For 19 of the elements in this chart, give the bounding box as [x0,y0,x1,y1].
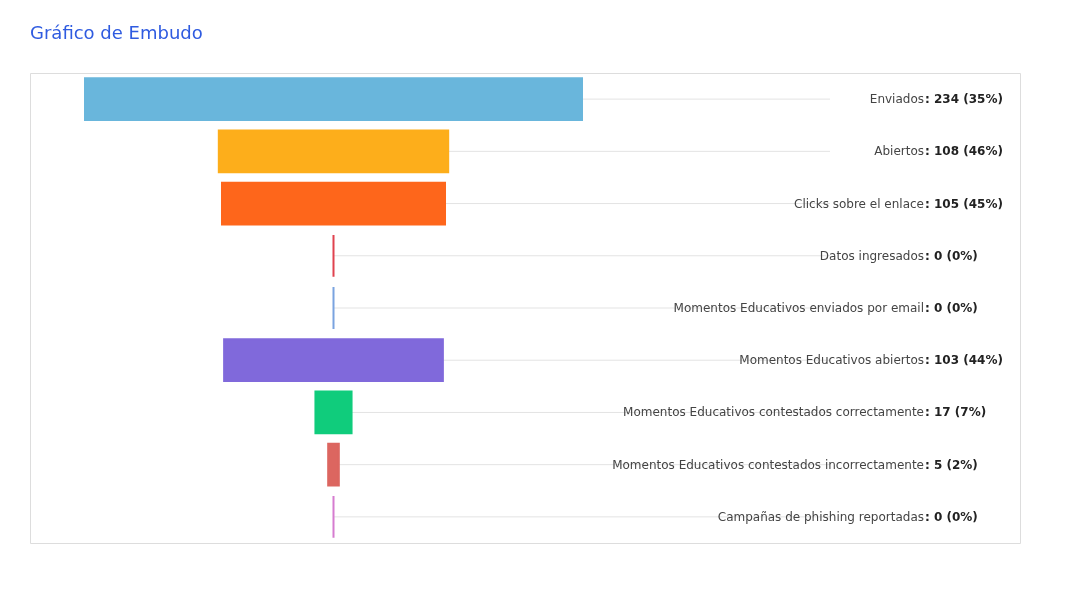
category-label: Momentos Educativos contestados correctamente [623,405,924,420]
category-label: Momentos Educativos contestados incorrectamente [612,457,924,472]
category-label: Abiertos [874,144,924,159]
data-label: : 108 (46%) [925,144,1003,159]
data-label: : 0 (0%) [925,509,978,524]
text: Gráfico de Embudo [30,22,203,43]
category-label: Campañas de phishing reportadas [717,509,924,524]
category-label: Momentos Educativos enviados por email [673,301,924,315]
data-label: : 17 (7%) [925,405,987,420]
category-label: Datos ingresados [819,248,924,263]
data-label: : 103 (44%) [925,353,1003,368]
data-label: : 105 (45%) [925,196,1003,211]
category-label: Momentos Educativos abiertos [739,353,924,368]
data-label: : 0 (0%) [925,301,978,315]
category-label: Enviados [869,92,924,107]
data-label: : 0 (0%) [925,248,978,263]
data-label: : 234 (35%) [925,92,1003,107]
category-label: Clicks sobre el enlace [794,196,924,211]
data-label: : 5 (2%) [925,457,978,472]
